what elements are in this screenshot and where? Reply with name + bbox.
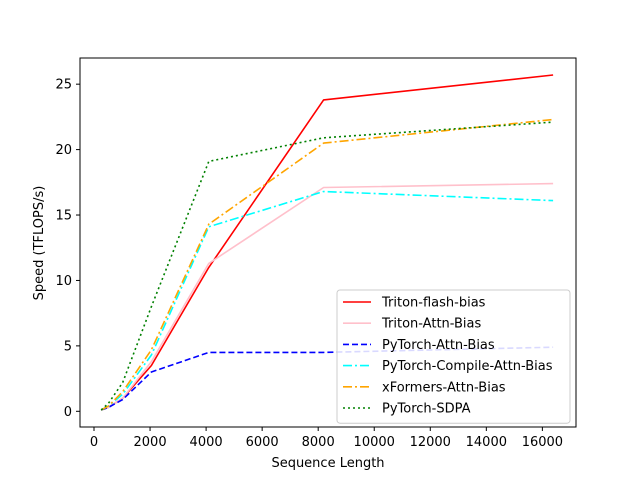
legend-label-5: xFormers-Attn-Bias <box>382 380 506 395</box>
legend-label-6: PyTorch-SDPA <box>382 402 471 417</box>
series-line-5 <box>100 118 554 411</box>
series-lines <box>100 74 554 411</box>
series-line-2 <box>100 182 554 411</box>
y-tick-label: 10 <box>55 274 72 289</box>
y-tick-label: 25 <box>55 78 72 93</box>
plot-area-frame <box>79 57 577 428</box>
y-tick-label: 20 <box>55 143 72 158</box>
series-line-6 <box>100 121 554 411</box>
x-tick-label: 0 <box>90 435 98 450</box>
legend: Triton-flash-bias Triton-Attn-Bias PyTorch… <box>336 289 571 424</box>
x-tick-label: 16000 <box>522 435 563 450</box>
x-tick-label: 2000 <box>134 435 167 450</box>
legend-label-2: Triton-Attn-Bias <box>381 317 482 332</box>
x-tick-label: 4000 <box>190 435 223 450</box>
y-tick-label: 15 <box>55 209 72 224</box>
legend-label-3: PyTorch-Attn-Bias <box>382 338 495 353</box>
x-axis-ticks: 0 2000 4000 6000 8000 10000 12000 14000 16000 <box>90 427 563 450</box>
y-tick-label: 0 <box>64 405 72 420</box>
legend-box <box>336 289 571 424</box>
x-tick-label: 8000 <box>302 435 335 450</box>
legend-label-1: Triton-flash-bias <box>381 296 486 311</box>
legend-label-4: PyTorch-Compile-Attn-Bias <box>382 359 553 374</box>
x-tick-label: 10000 <box>354 435 395 450</box>
x-tick-label: 14000 <box>466 435 507 450</box>
x-axis-label: Sequence Length <box>271 456 384 471</box>
x-tick-label: 12000 <box>410 435 451 450</box>
y-axis-label: Speed (TFLOPS/s) <box>32 186 47 301</box>
y-tick-label: 5 <box>64 339 72 354</box>
series-line-3 <box>100 346 554 411</box>
y-axis-ticks: 0 5 10 15 20 25 <box>55 78 80 420</box>
x-tick-label: 6000 <box>246 435 279 450</box>
